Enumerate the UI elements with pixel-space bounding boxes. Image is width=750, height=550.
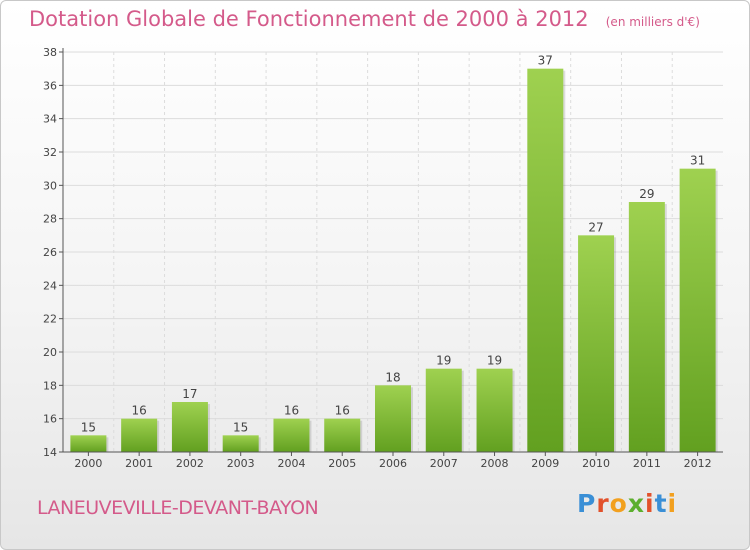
logo-letter: x <box>627 489 645 518</box>
y-tick-label: 30 <box>43 179 57 192</box>
logo-letter: i <box>645 489 655 518</box>
bar-value-label: 19 <box>436 354 451 368</box>
y-tick-label: 34 <box>43 113 57 126</box>
bar-value-label: 31 <box>690 154 705 168</box>
bar-value-label: 27 <box>588 220 603 234</box>
bar-2009 <box>527 68 564 453</box>
x-tick-label: 2004 <box>277 457 305 470</box>
x-tick-label: 2010 <box>582 457 610 470</box>
y-tick-label: 28 <box>43 213 57 226</box>
bar-value-label: 15 <box>233 420 248 434</box>
bar-2007 <box>425 368 462 452</box>
y-tick-label: 20 <box>43 346 57 359</box>
bar-2012 <box>679 168 716 452</box>
bar-2006 <box>375 385 411 452</box>
bar-value-label: 18 <box>385 370 400 384</box>
y-tick-label: 14 <box>43 446 57 459</box>
chart-title: Dotation Globale de Fonctionnement de 20… <box>29 7 589 31</box>
bar-value-label: 37 <box>538 54 553 68</box>
bar-value-label: 19 <box>487 354 502 368</box>
x-tick-label: 2008 <box>481 457 509 470</box>
x-tick-label: 2012 <box>684 457 712 470</box>
y-tick-label: 38 <box>43 46 57 59</box>
bar-value-label: 16 <box>284 404 299 418</box>
x-tick-label: 2005 <box>328 457 356 470</box>
logo-letter: r <box>596 489 610 518</box>
bar-2002 <box>171 402 208 452</box>
bar-value-label: 29 <box>639 187 654 201</box>
bar-2001 <box>121 418 158 452</box>
x-tick-label: 2003 <box>227 457 255 470</box>
bar-value-label: 15 <box>81 420 96 434</box>
y-tick-label: 16 <box>43 413 57 426</box>
bar-2011 <box>628 202 665 452</box>
chart-subtitle: (en milliers d'€) <box>605 15 700 29</box>
bar-value-label: 16 <box>335 404 350 418</box>
x-tick-label: 2006 <box>379 457 407 470</box>
y-tick-label: 22 <box>43 313 57 326</box>
bar-2000 <box>70 435 107 452</box>
bar-2005 <box>324 418 361 452</box>
y-tick-label: 26 <box>43 246 57 259</box>
logo-letter: P <box>577 489 597 518</box>
bar-2008 <box>476 368 513 452</box>
y-tick-label: 32 <box>43 146 57 159</box>
bar-value-label: 16 <box>132 404 147 418</box>
y-tick-label: 18 <box>43 379 57 392</box>
bar-2004 <box>273 418 310 452</box>
x-tick-label: 2001 <box>125 457 153 470</box>
bar-2010 <box>578 235 615 452</box>
x-tick-label: 2007 <box>430 457 458 470</box>
y-tick-label: 36 <box>43 79 57 92</box>
axes: 14 16 18 20 22 24 26 28 30 32 34 36 38 2000 2001 2002 20… <box>43 46 723 470</box>
chart-title-block: Dotation Globale de Fonctionnement de 20… <box>29 7 700 31</box>
bar-value-label: 17 <box>182 387 197 401</box>
logo-letter: i <box>667 489 678 518</box>
logo-letter: o <box>609 489 628 518</box>
bars: 15 16 17 15 16 16 18 19 19 37 27 29 31 <box>70 54 718 453</box>
y-tick-label: 24 <box>43 279 57 292</box>
x-tick-label: 2000 <box>74 457 102 470</box>
logo-letter: t <box>654 489 668 518</box>
proxiti-logo: Proxiti <box>577 489 677 518</box>
x-tick-label: 2009 <box>531 457 559 470</box>
bar-2003 <box>222 435 259 452</box>
x-tick-label: 2002 <box>176 457 204 470</box>
x-tick-label: 2011 <box>633 457 661 470</box>
commune-name: LANEUVEVILLE-DEVANT-BAYON <box>37 497 319 519</box>
